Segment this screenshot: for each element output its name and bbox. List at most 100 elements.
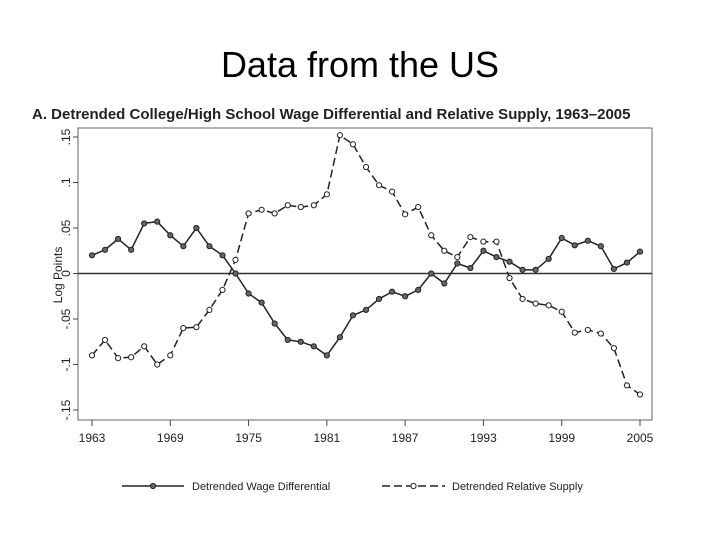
data-point <box>154 218 161 225</box>
data-point <box>284 202 291 209</box>
data-point <box>88 252 96 259</box>
data-point <box>349 141 357 148</box>
data-point <box>415 286 422 293</box>
x-tick-label: 1999 <box>548 431 575 445</box>
legend-swatch-marker <box>149 482 157 490</box>
data-point <box>114 355 122 362</box>
slide-title: Data from the US <box>220 44 500 85</box>
data-point <box>258 299 265 306</box>
series-2 <box>88 132 644 398</box>
data-point <box>154 361 161 368</box>
data-point <box>206 243 213 250</box>
data-point <box>571 242 578 249</box>
data-point <box>558 234 565 242</box>
y-tick-label: 0 <box>59 270 73 277</box>
data-point <box>532 266 539 273</box>
data-point <box>232 256 239 263</box>
data-point <box>101 246 109 253</box>
data-point <box>297 338 304 345</box>
data-point <box>310 343 317 350</box>
data-point <box>167 232 174 239</box>
legend-label: Detrended Relative Supply <box>452 481 583 493</box>
data-point <box>141 343 148 350</box>
data-point <box>297 203 304 211</box>
data-point <box>258 206 265 213</box>
data-point <box>388 188 396 195</box>
data-point <box>402 211 409 218</box>
data-point <box>219 286 226 293</box>
data-point <box>636 391 644 398</box>
y-axis-label: Log Points <box>51 247 65 304</box>
data-point <box>232 270 239 277</box>
data-point <box>219 252 226 259</box>
series-1 <box>88 218 644 359</box>
data-point <box>493 238 500 245</box>
data-point <box>467 234 474 241</box>
data-point <box>428 232 435 239</box>
x-tick-label: 1981 <box>314 431 341 445</box>
legend-swatch-marker <box>410 482 417 490</box>
data-point <box>610 345 618 352</box>
data-point <box>610 265 618 273</box>
data-point <box>623 259 631 266</box>
y-tick-label: .15 <box>59 128 73 145</box>
data-point <box>493 254 500 261</box>
data-point <box>362 306 370 313</box>
data-point <box>180 243 187 250</box>
x-tick-label: 1993 <box>470 431 497 445</box>
series-layer <box>88 132 644 398</box>
data-point <box>584 237 591 244</box>
legend-item: Detrended Relative Supply <box>382 481 583 493</box>
data-point <box>636 248 644 255</box>
data-point <box>584 326 591 334</box>
y-tick-label: .1 <box>59 177 73 187</box>
data-point <box>519 295 526 303</box>
y-tick-label: .05 <box>59 219 73 236</box>
data-point <box>558 308 565 315</box>
data-point <box>88 352 96 359</box>
data-point <box>375 295 383 303</box>
data-point <box>323 352 330 359</box>
data-point <box>271 320 278 327</box>
legend-label: Detrended Wage Differential <box>192 481 330 493</box>
data-point <box>467 264 474 272</box>
series-line <box>91 133 641 396</box>
legend-item: Detrended Wage Differential <box>122 481 330 493</box>
data-point <box>362 163 370 171</box>
x-tick-label: 1987 <box>392 431 419 445</box>
x-tick-label: 1963 <box>79 431 106 445</box>
data-point <box>571 329 578 336</box>
data-point <box>349 312 357 319</box>
data-point <box>128 246 135 253</box>
data-point <box>623 382 631 389</box>
data-point <box>193 324 200 331</box>
data-point <box>245 210 252 217</box>
data-point <box>441 280 448 287</box>
data-point <box>415 203 422 211</box>
legend: Detrended Wage Differential Detrended Rel… <box>122 481 583 493</box>
data-point <box>454 260 461 267</box>
series-line <box>91 220 641 357</box>
chart-title: A. Detrended College/High School Wage Di… <box>32 106 631 123</box>
data-point <box>114 235 122 243</box>
data-point <box>167 352 174 359</box>
data-point <box>388 288 396 295</box>
data-point <box>480 247 487 254</box>
data-point <box>245 290 252 297</box>
x-tick-label: 1975 <box>235 431 262 445</box>
y-tick-label: -.1 <box>59 357 73 371</box>
data-point <box>336 132 344 139</box>
data-point <box>402 293 409 300</box>
data-point <box>323 191 330 198</box>
data-point <box>336 334 344 341</box>
data-point <box>193 224 200 232</box>
data-point <box>101 336 109 344</box>
x-tick-label: 1969 <box>157 431 184 445</box>
y-tick-label: -.15 <box>59 399 73 420</box>
data-point <box>597 330 604 337</box>
data-point <box>206 306 213 313</box>
x-tick-label: 2005 <box>627 431 654 445</box>
data-point <box>545 255 552 263</box>
data-point <box>506 258 513 265</box>
y-axis: -.15 -.1 -.05 0 .05 .1 .15 <box>59 128 78 420</box>
